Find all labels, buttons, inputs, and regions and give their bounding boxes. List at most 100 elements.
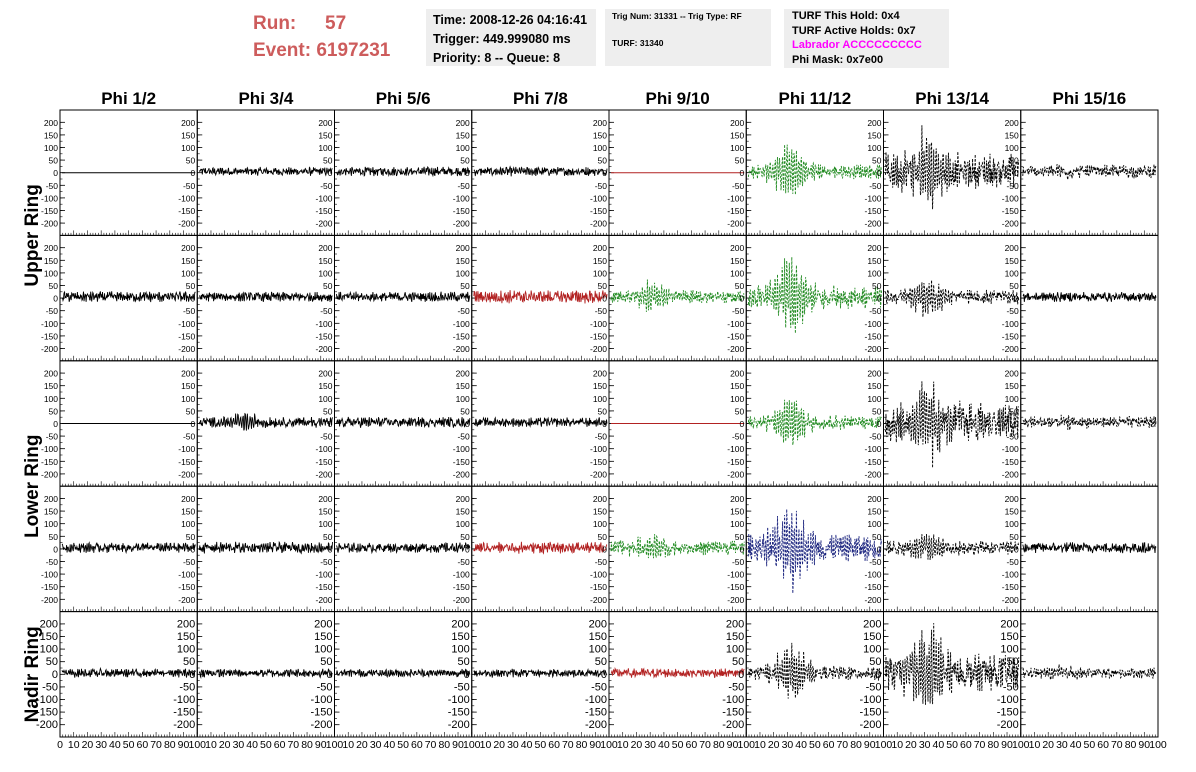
x-tick-label: 80: [987, 739, 999, 751]
y-tick-label: 200: [181, 369, 195, 379]
y-tick-label: -200: [173, 719, 195, 731]
y-tick-label: 200: [181, 243, 195, 253]
y-tick-label: 150: [1005, 256, 1019, 266]
y-tick-label: 50: [595, 656, 607, 668]
y-tick-label: 0: [465, 544, 470, 554]
x-tick-label: 80: [438, 739, 450, 751]
trigger-text: Trigger: 449.999080 ms: [433, 32, 571, 46]
y-tick-label: -200: [864, 344, 881, 354]
y-tick-label: 0: [1014, 419, 1019, 429]
y-tick-label: -100: [727, 193, 744, 203]
phi-mask-text: Phi Mask: 0x7e00: [792, 53, 884, 66]
y-tick-label: 200: [1000, 618, 1018, 630]
y-tick-label: -200: [590, 219, 607, 229]
y-tick-label: -50: [320, 181, 333, 191]
x-tick-label: 30: [95, 739, 107, 751]
y-tick-label: -150: [590, 331, 607, 341]
y-tick-label: -200: [722, 719, 744, 731]
y-tick-label: 0: [602, 544, 607, 554]
x-tick-label: 60: [411, 739, 423, 751]
y-tick-label: 100: [1005, 143, 1019, 153]
y-tick-label: -50: [454, 681, 470, 693]
y-tick-label: 50: [186, 532, 196, 542]
y-tick-label: 50: [458, 656, 470, 668]
waveform-trace: [885, 623, 1020, 705]
y-tick-label: 100: [44, 394, 58, 404]
x-tick-label: 100: [188, 739, 206, 751]
y-tick-label: 150: [318, 256, 332, 266]
x-tick-label: 90: [452, 739, 464, 751]
y-tick-label: 150: [40, 631, 58, 643]
y-tick-label: -150: [41, 331, 58, 341]
y-tick-label: 0: [740, 294, 745, 304]
y-tick-label: -200: [178, 344, 195, 354]
y-tick-label: -150: [41, 457, 58, 467]
waveform-trace: [747, 256, 882, 334]
y-tick-label: 0: [328, 294, 333, 304]
y-tick-label: 50: [460, 156, 470, 166]
y-tick-label: -150: [315, 457, 332, 467]
panel-frame: [196, 109, 335, 236]
y-tick-label: 50: [735, 406, 745, 416]
y-tick-label: 100: [314, 644, 332, 656]
y-tick-label: 150: [456, 507, 470, 517]
y-tick-label: 100: [589, 644, 607, 656]
y-tick-label: -200: [585, 719, 607, 731]
y-tick-label: 200: [1005, 369, 1019, 379]
y-tick-label: -100: [727, 570, 744, 580]
waveform-trace: [336, 668, 471, 679]
y-tick-label: 50: [320, 656, 332, 668]
y-tick-label: -100: [315, 193, 332, 203]
y-tick-label: 200: [1005, 118, 1019, 128]
y-tick-label: 200: [1005, 243, 1019, 253]
x-tick-label: 60: [823, 739, 835, 751]
y-tick-label: 100: [40, 644, 58, 656]
y-tick-label: -50: [457, 432, 470, 442]
y-tick-label: 50: [323, 532, 333, 542]
y-tick-label: 50: [49, 156, 59, 166]
y-tick-label: 50: [598, 281, 608, 291]
y-tick-label: -200: [727, 469, 744, 479]
x-tick-label: 80: [1125, 739, 1137, 751]
x-tick-label: 30: [919, 739, 931, 751]
y-tick-label: 150: [867, 381, 881, 391]
y-tick-label: -150: [453, 331, 470, 341]
x-tick-label: 50: [672, 739, 684, 751]
y-tick-label: -50: [320, 306, 333, 316]
y-tick-label: -200: [590, 344, 607, 354]
y-tick-label: 100: [730, 268, 744, 278]
labrador-text: Labrador ACCCCCCCCC: [792, 39, 922, 51]
y-tick-label: 50: [735, 281, 745, 291]
y-tick-label: -100: [1002, 319, 1019, 329]
x-tick-label: 50: [397, 739, 409, 751]
y-tick-label: 150: [726, 631, 744, 643]
y-tick-label: -100: [727, 319, 744, 329]
y-tick-label: 50: [872, 532, 882, 542]
column-title: Phi 7/8: [513, 89, 568, 108]
x-tick-label: 10: [891, 739, 903, 751]
y-tick-label: 0: [877, 544, 882, 554]
x-tick-label: 70: [287, 739, 299, 751]
column-title: Phi 11/12: [778, 89, 851, 108]
waveform-trace: [885, 533, 1020, 561]
y-tick-label: -50: [1006, 181, 1019, 191]
waveform-trace: [198, 412, 333, 431]
y-tick-label: 150: [730, 256, 744, 266]
x-tick-label: 30: [507, 739, 519, 751]
y-tick-label: 200: [867, 118, 881, 128]
y-tick-label: 150: [863, 631, 881, 643]
y-tick-label: 200: [314, 618, 332, 630]
y-tick-label: -100: [1002, 444, 1019, 454]
y-tick-label: 0: [53, 294, 58, 304]
y-tick-label: 50: [1007, 656, 1019, 668]
y-tick-label: 200: [456, 118, 470, 128]
y-tick-label: 200: [181, 494, 195, 504]
waveform-trace: [61, 666, 196, 678]
y-tick-label: -50: [732, 557, 745, 567]
y-tick-label: 100: [318, 143, 332, 153]
y-tick-label: -150: [41, 582, 58, 592]
y-tick-label: -200: [315, 469, 332, 479]
y-tick-label: -50: [869, 432, 882, 442]
waveform-trace: [336, 416, 471, 429]
